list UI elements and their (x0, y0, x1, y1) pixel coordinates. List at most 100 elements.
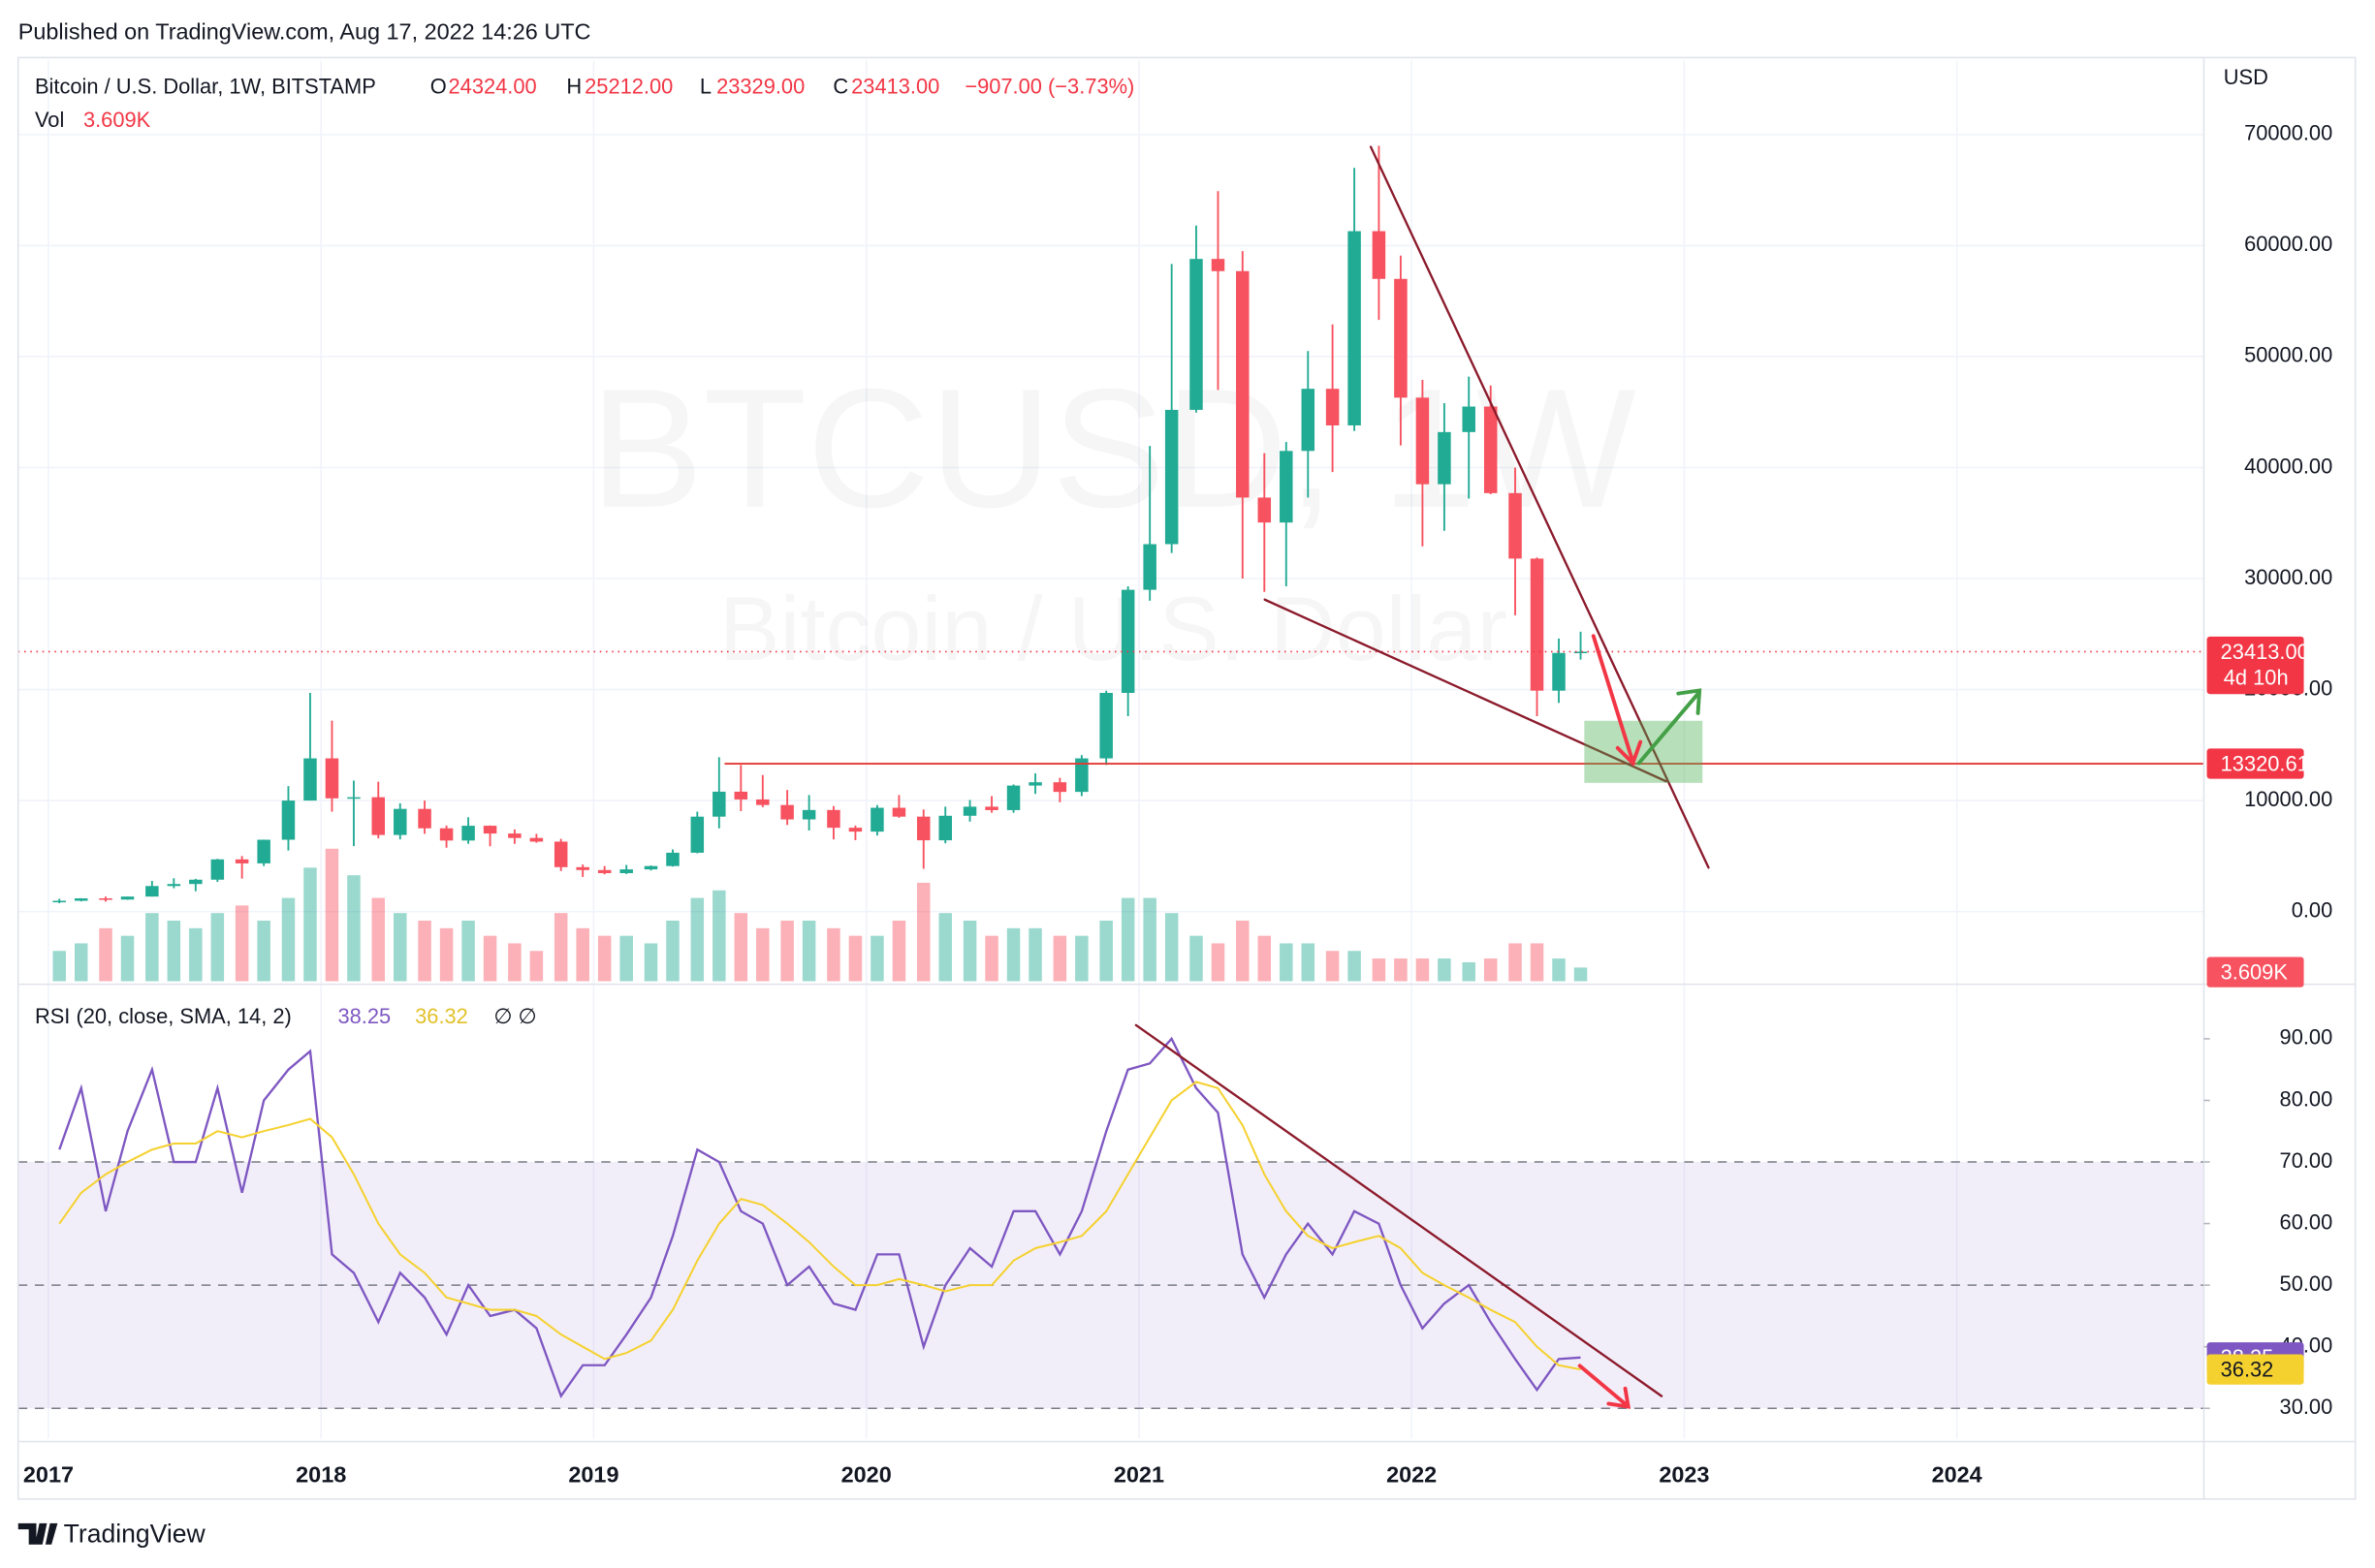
volume-bar (461, 921, 475, 982)
volume-bar (74, 943, 88, 982)
horizontal-line-label: 13320.61 (2221, 751, 2309, 775)
candle-body (120, 896, 135, 900)
candle-body (371, 797, 386, 835)
labels: 2017 2018 2019 2020 2021 2022 2023 2024 0.00 1000… (23, 121, 2332, 1488)
volume-bar (916, 882, 931, 982)
volume-bar (892, 921, 906, 982)
volume-bar (257, 921, 270, 982)
volume-bar (597, 935, 612, 982)
volume-bar (1099, 921, 1113, 982)
volume-bar (52, 951, 66, 982)
candle-body (210, 859, 225, 880)
candle-body (1143, 544, 1156, 590)
y-tick-label: 70.00 (2280, 1148, 2333, 1173)
volume-bar (120, 935, 135, 982)
candle-body (418, 808, 431, 829)
volume-bar (1325, 951, 1340, 982)
candle-body (1530, 558, 1544, 691)
x-tick-label: 2022 (1386, 1462, 1437, 1488)
ohlc-value: 23413.00 (851, 74, 939, 98)
frame-border (16, 56, 2357, 1500)
volume-bar (1301, 943, 1315, 982)
candle-body (1301, 389, 1315, 452)
candle-body (1257, 497, 1272, 523)
candle-body (281, 800, 296, 840)
volume-bar (1053, 935, 1067, 982)
candle-body (99, 897, 112, 900)
candle-body (1236, 270, 1250, 498)
drawings (1134, 145, 1710, 1409)
rsi-line (58, 1036, 1581, 1398)
rsi-line (58, 1081, 1581, 1371)
frame (16, 56, 2357, 1500)
volume-bar (235, 905, 249, 982)
ohlc-value: 25212.00 (585, 74, 673, 98)
volume-bar (1236, 921, 1250, 982)
trend-line (1134, 1023, 1663, 1397)
volume-bar (167, 921, 181, 982)
y-tick-label: 60.00 (2280, 1209, 2333, 1234)
rsi-title: RSI (20, close, SMA, 14, 2) (35, 1004, 292, 1028)
ohlc-value: 23329.00 (716, 74, 805, 98)
horizontal-line-label-bg (2206, 748, 2304, 779)
candle-body (597, 869, 612, 873)
candle-body (394, 808, 407, 835)
candle-body (1415, 397, 1430, 485)
volume-bar (529, 951, 544, 982)
volume-bar (418, 921, 431, 982)
candle-body (1029, 782, 1042, 786)
candle-body (1573, 651, 1588, 654)
volume-bar (1211, 943, 1225, 982)
volume-bar (303, 867, 317, 982)
candle-body (1372, 231, 1386, 279)
volume-bar (1415, 958, 1430, 982)
watermark: Bitcoin / U.S. Dollar (719, 578, 1507, 679)
volume-bar (1006, 927, 1021, 982)
candle-body (529, 837, 544, 842)
volume-title: Vol (35, 108, 64, 132)
x-tick-label: 2018 (296, 1462, 346, 1488)
volume-bar (1143, 897, 1156, 982)
candle-body (1075, 758, 1089, 793)
ohlc-key: C (833, 74, 848, 98)
volume-bar (1280, 943, 1293, 982)
candle-body (576, 866, 589, 870)
candle-body (734, 791, 748, 800)
volume-bar (756, 927, 770, 982)
volume-bar (1438, 958, 1451, 982)
rsi-extra: ∅ ∅ (493, 1004, 536, 1028)
x-tick-label: 2024 (1932, 1462, 1982, 1488)
y-tick-label: 90.00 (2280, 1025, 2333, 1050)
volume-bar (827, 927, 840, 982)
volume-label: 3.609K (2221, 959, 2289, 984)
x-tick-label: 2019 (568, 1462, 618, 1488)
candle-body (712, 791, 726, 817)
candle-body (1006, 785, 1021, 810)
volume-bar (554, 913, 568, 982)
candle-body (461, 826, 475, 841)
arrow-down (1577, 1364, 1631, 1409)
candle-body (1394, 278, 1408, 398)
x-tick-label: 2023 (1659, 1462, 1709, 1488)
candle-body (1347, 231, 1361, 425)
countdown: 4d 10h (2224, 665, 2289, 689)
volume-bar (644, 943, 658, 982)
candle-body (666, 852, 680, 866)
y-tick-label: 70000.00 (2244, 121, 2332, 145)
candle-body (756, 799, 770, 805)
trend-line (1263, 598, 1667, 783)
volume-bar (1257, 935, 1272, 982)
rsi-sma-badge: 36.32 (2221, 1357, 2274, 1381)
volume-bar (780, 921, 794, 982)
candle-body (985, 806, 998, 810)
candle-body (848, 828, 863, 832)
x-tick-label: 2017 (23, 1462, 74, 1488)
x-tick-label: 2020 (841, 1462, 892, 1488)
volume-bar (1573, 967, 1588, 982)
volume-bar (1394, 958, 1408, 982)
volume-bar (145, 913, 159, 982)
ohlc-value: 24324.00 (449, 74, 537, 98)
y-tick-label: 80.00 (2280, 1086, 2333, 1111)
candle-body (1438, 431, 1451, 485)
